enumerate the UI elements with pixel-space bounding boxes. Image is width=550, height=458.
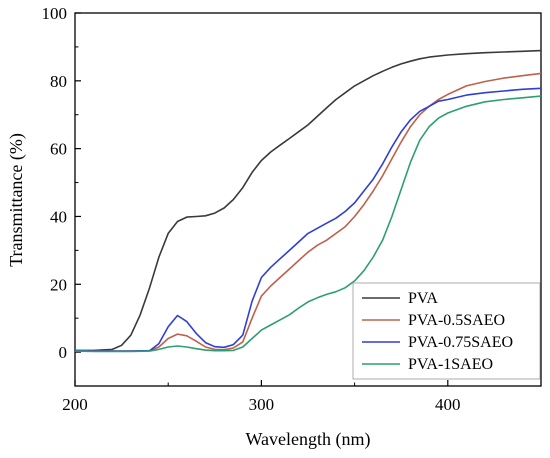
series-line-pva — [75, 49, 542, 352]
legend-label: PVA-0.5SAEO — [408, 312, 505, 329]
y-tick-label: 0 — [59, 343, 68, 362]
y-axis-title: Transmittance (%) — [6, 133, 27, 267]
x-axis-title: Wavelength (nm) — [245, 429, 370, 450]
x-tick-label: 200 — [62, 395, 88, 414]
series-layer — [74, 49, 542, 353]
legend-label: PVA-1SAEO — [408, 356, 493, 373]
y-tick-label: 60 — [50, 140, 67, 159]
y-tick-label: 20 — [50, 275, 67, 294]
x-tick-label: 400 — [435, 395, 461, 414]
legend-items: PVA PVA-0.5SAEO PVA-0.75SAEO PVA-1SAEO — [362, 290, 513, 373]
y-tick-label: 80 — [50, 72, 67, 91]
axis-ticks: 200 300 400 0 20 40 60 80 100 — [42, 4, 461, 414]
legend-label: PVA-0.75SAEO — [408, 334, 513, 351]
plot-frame — [74, 12, 542, 387]
series-line-pva-1saeo — [74, 95, 542, 353]
y-tick-label: 100 — [42, 4, 68, 23]
legend-label: PVA — [408, 290, 438, 307]
x-tick-label: 300 — [249, 395, 275, 414]
series-line-pva-0-75saeo — [74, 87, 542, 352]
legend-box — [352, 282, 541, 380]
y-tick-label: 40 — [50, 207, 67, 226]
legend: PVA PVA-0.5SAEO PVA-0.75SAEO PVA-1SAEO — [352, 282, 541, 380]
